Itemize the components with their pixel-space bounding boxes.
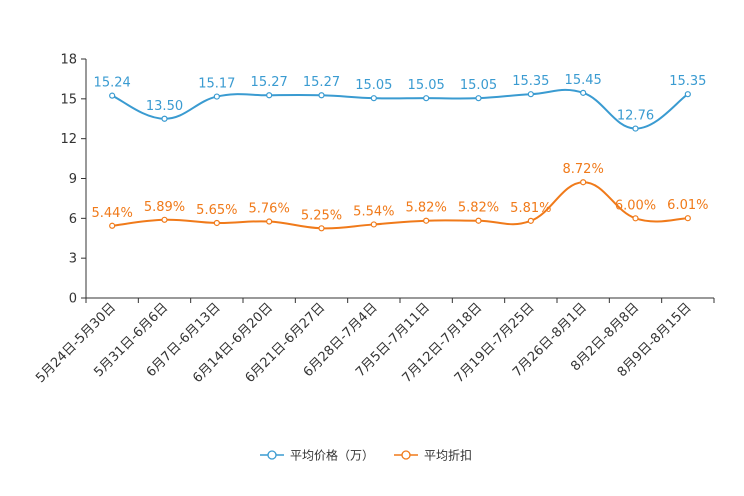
data-point[interactable] [318, 225, 325, 232]
data-label: 15.05 [408, 78, 445, 93]
data-point[interactable] [423, 95, 430, 102]
data-label: 6.01% [667, 198, 708, 213]
y-tick-label: 0 [69, 292, 77, 307]
y-tick-label: 3 [69, 252, 77, 267]
legend-item[interactable]: 平均折扣 [394, 448, 472, 463]
data-point[interactable] [370, 221, 377, 228]
data-label: 5.65% [196, 203, 237, 218]
data-point[interactable] [423, 217, 430, 224]
legend[interactable]: 平均价格（万） 平均折扣 [260, 448, 472, 463]
legend-item[interactable]: 平均价格（万） [260, 448, 374, 463]
data-point[interactable] [475, 217, 482, 224]
data-point[interactable] [580, 89, 587, 96]
data-label: 15.17 [198, 77, 235, 92]
data-label: 8.72% [563, 162, 604, 177]
legend-marker [401, 450, 411, 460]
data-point[interactable] [632, 215, 639, 222]
y-tick-label: 18 [60, 53, 77, 68]
data-label: 6.00% [615, 198, 656, 213]
data-label: 5.82% [458, 201, 499, 216]
data-label: 5.82% [406, 201, 447, 216]
data-point[interactable] [109, 222, 116, 229]
data-label: 5.44% [92, 206, 133, 221]
data-point[interactable] [527, 91, 534, 98]
data-point[interactable] [109, 92, 116, 99]
y-axis: 0 3 6 9 12 15 18 [60, 53, 87, 307]
y-tick-label: 12 [60, 132, 77, 147]
data-label: 15.05 [355, 78, 392, 93]
data-point[interactable] [213, 219, 220, 227]
data-label: 15.35 [669, 74, 706, 89]
data-label: 12.76 [617, 109, 654, 124]
data-point[interactable] [684, 91, 691, 98]
data-label: 5.89% [144, 200, 185, 215]
data-point[interactable] [684, 215, 691, 222]
data-label: 15.27 [303, 75, 340, 90]
data-label: 15.24 [94, 76, 131, 91]
data-label: 13.50 [146, 99, 183, 114]
y-tick-label: 6 [69, 212, 77, 227]
data-point[interactable] [370, 95, 377, 102]
legend-marker [267, 450, 277, 460]
data-point[interactable] [213, 93, 220, 100]
legend-label: 平均折扣 [424, 448, 472, 463]
series-layer: 15.24 13.50 15.17 15.27 15.27 15.05 15.05 15.05… [92, 73, 708, 232]
data-point[interactable] [318, 92, 325, 99]
data-label: 5.76% [249, 202, 290, 217]
x-axis: 5月24日-5月30日5月31日-6月6日6月7日-6月13日6月14日-6月2… [33, 297, 715, 386]
data-point[interactable] [266, 92, 273, 99]
data-point[interactable] [632, 125, 639, 132]
data-point[interactable] [161, 216, 168, 223]
data-label: 5.54% [353, 204, 394, 219]
data-label: 5.25% [301, 208, 342, 223]
y-tick-label: 15 [60, 92, 77, 107]
y-tick-label: 9 [69, 172, 77, 187]
data-label: 15.35 [512, 74, 549, 89]
data-point[interactable] [580, 179, 587, 186]
data-label: 5.81% [510, 201, 551, 216]
legend-label: 平均价格（万） [290, 448, 374, 463]
data-label: 15.05 [460, 78, 497, 93]
series-2: 5.44% 5.89% 5.65% 5.76% 5.25% 5.54% 5.82% 5.82%… [92, 162, 708, 232]
series-line [111, 88, 689, 130]
data-point[interactable] [266, 218, 273, 225]
series-1: 15.24 13.50 15.17 15.27 15.27 15.05 15.05 15.05… [94, 73, 706, 132]
data-point[interactable] [527, 217, 534, 224]
data-label: 15.27 [251, 75, 288, 90]
data-point[interactable] [161, 115, 168, 122]
data-label: 15.45 [565, 73, 602, 88]
data-point[interactable] [475, 95, 482, 102]
